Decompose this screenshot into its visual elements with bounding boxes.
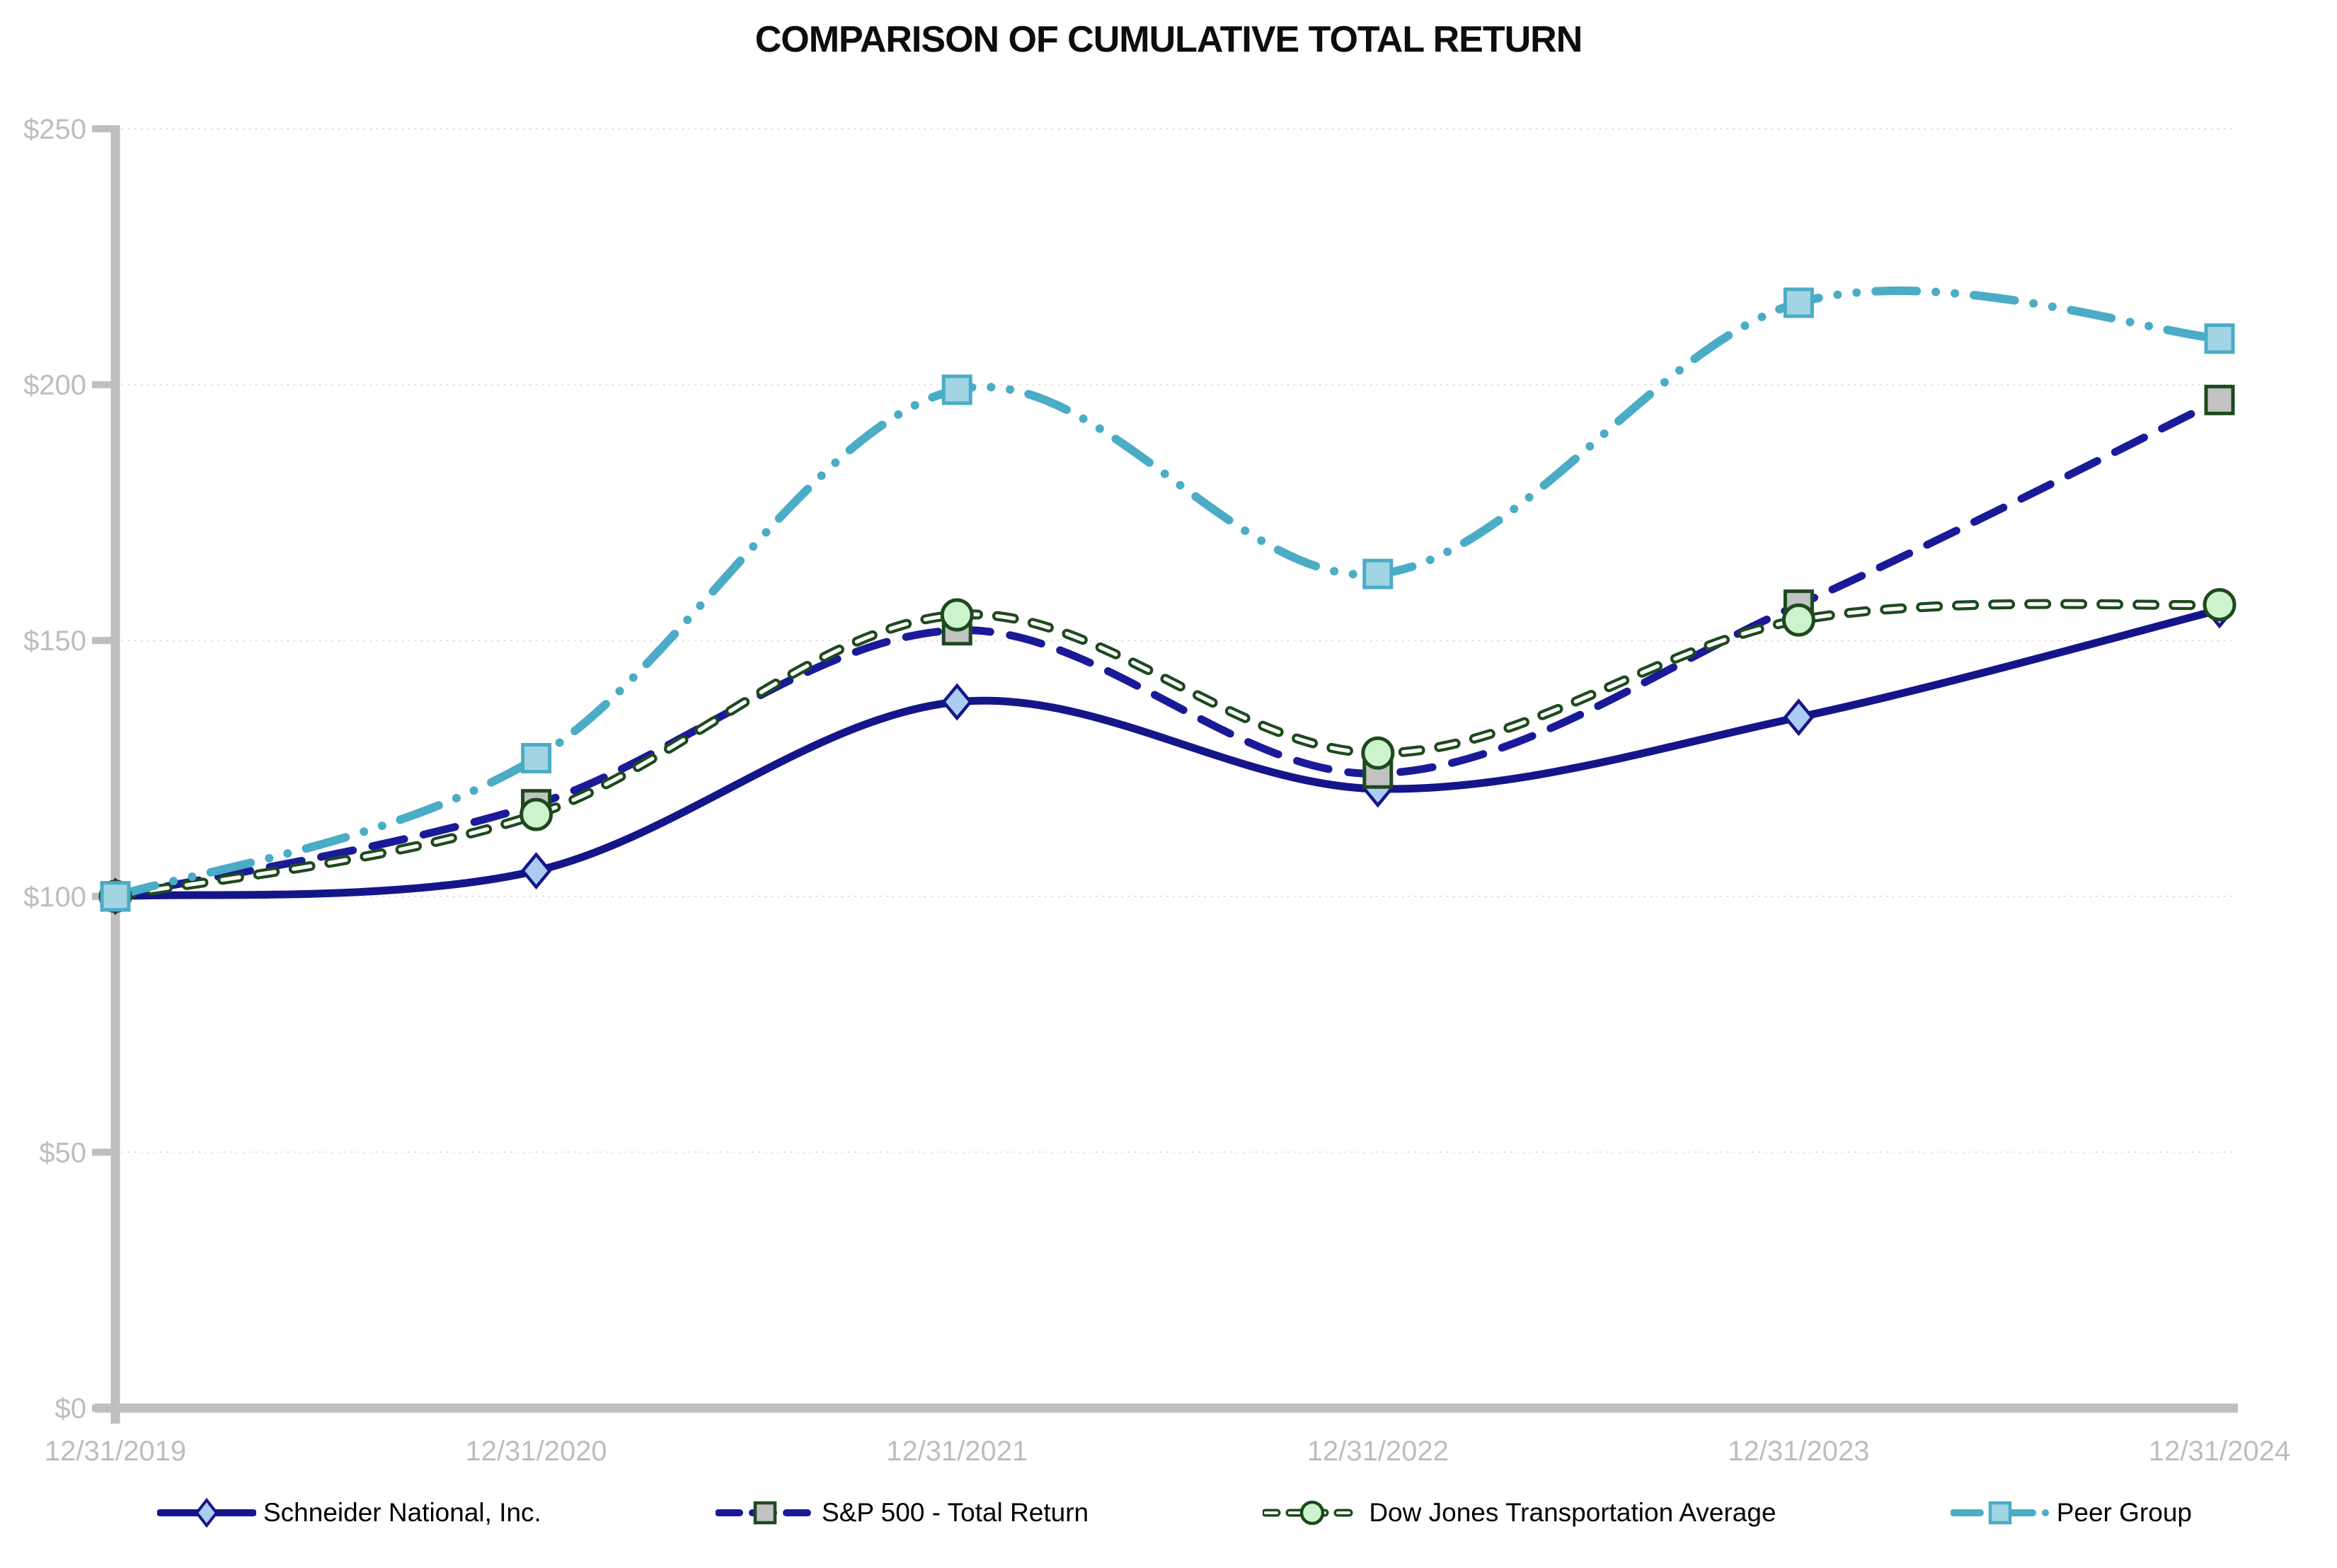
x-axis-line [95,1403,2238,1413]
series-line-0 [111,606,2224,901]
x-tick-label: 12/31/2019 [45,1436,186,1467]
y-tick-label: $250 [23,114,86,145]
series-line-1 [111,396,2224,901]
series-line-inner-2 [113,601,2222,899]
legend-label-3: Peer Group [2056,1498,2192,1527]
data-point-square [2204,323,2235,354]
data-point-diamond [1783,698,1815,737]
series-line-3 [111,287,2224,901]
data-point-square [100,881,131,912]
y-tick-label: $50 [39,1137,86,1168]
y-axis-tick [92,381,112,388]
y-axis-tick [92,1148,112,1156]
legend-marker-sample-2 [1263,1500,1362,1526]
data-point-circle [940,598,974,632]
x-tick-label: 12/31/2024 [2149,1436,2290,1467]
chart-title: COMPARISON OF CUMULATIVE TOTAL RETURN [754,19,1583,60]
y-tick-label: $0 [55,1393,87,1424]
data-point-circle [1781,603,1815,637]
y-axis-tick [92,1405,112,1412]
x-tick-label: 12/31/2020 [465,1436,607,1467]
legend-item-3: Peer Group [1950,1494,2192,1531]
legend-label-2: Dow Jones Transportation Average [1369,1498,1776,1527]
legend-marker-sample-1 [716,1501,815,1525]
y-tick-label: $100 [23,882,86,913]
data-point-square [521,743,552,774]
data-point-square [2204,384,2235,415]
legend-marker-sample-3 [1950,1501,2050,1525]
legend-item-2: Dow Jones Transportation Average [1263,1494,1776,1531]
data-point-circle [519,797,553,831]
data-point-circle [1361,736,1395,770]
legend-item-1: S&P 500 - Total Return [716,1494,1089,1531]
data-point-square [941,374,972,405]
x-tick-label: 12/31/2023 [1728,1436,1869,1467]
y-axis-tick [92,125,112,132]
x-tick-label: 12/31/2022 [1307,1436,1449,1467]
chart-legend: Schneider National, Inc. S&P 500 - Total … [0,1494,2337,1531]
x-tick-label: 12/31/2021 [886,1436,1028,1467]
data-point-circle [2203,588,2236,622]
data-point-diamond [520,852,552,890]
y-tick-label: $150 [23,626,86,657]
data-point-diamond [941,683,973,721]
y-axis-tick [92,637,112,645]
data-point-square [1783,287,1814,318]
legend-marker-sample-0 [157,1497,256,1528]
y-tick-label: $200 [23,370,86,401]
legend-label-0: Schneider National, Inc. [263,1498,541,1527]
data-point-square [1362,558,1394,589]
y-axis-line [110,125,120,1424]
series-line-2 [110,599,2224,901]
legend-label-1: S&P 500 - Total Return [822,1498,1089,1527]
legend-item-0: Schneider National, Inc. [157,1494,541,1531]
